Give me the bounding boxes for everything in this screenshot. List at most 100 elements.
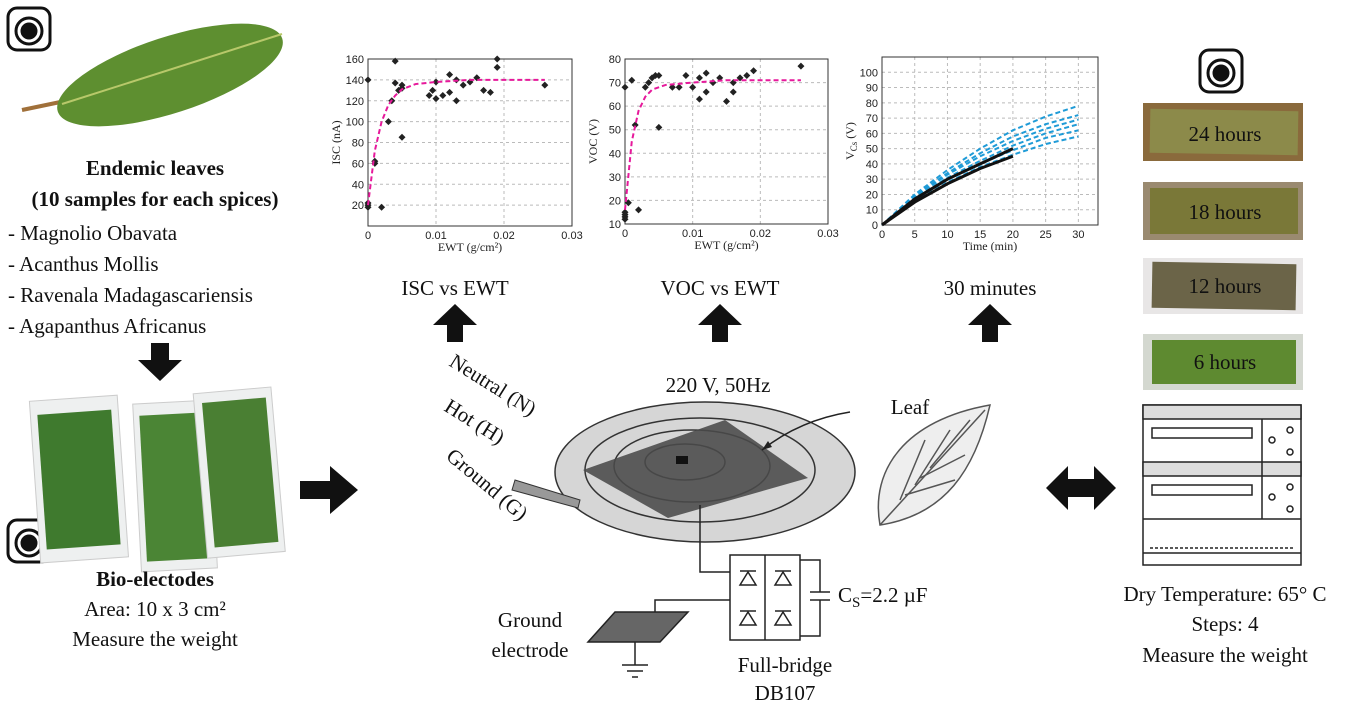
- y-tick-label: 50: [866, 144, 878, 156]
- series-line: [881, 114, 1079, 226]
- x-tick-label: 0.02: [750, 228, 771, 240]
- leaf-photo: [21, 23, 283, 127]
- plot-frame: [367, 58, 573, 227]
- x-tick-label: 20: [1007, 229, 1019, 241]
- x-tick-label: 0: [365, 230, 371, 242]
- x-tick-label: 10: [941, 229, 953, 241]
- data-point: [425, 92, 433, 100]
- data-point: [689, 83, 697, 91]
- y-label-rest: (V): [843, 122, 857, 142]
- electrode-title: Bio-electodes: [96, 567, 214, 591]
- oven: [1142, 404, 1302, 566]
- x-tick-label: 0.01: [425, 230, 446, 242]
- strip-label: 12 hours: [1189, 274, 1262, 298]
- species: - Ravenala Madagascariensis: [8, 283, 253, 307]
- x-axis-label: Time (min): [963, 239, 1018, 253]
- data-point: [750, 67, 758, 75]
- y-tick-label: 100: [860, 67, 878, 79]
- data-point: [398, 133, 406, 141]
- strip-photos: [1143, 103, 1303, 390]
- data-point: [384, 118, 392, 126]
- data-point: [695, 74, 703, 82]
- y-tick-label: 60: [352, 158, 364, 170]
- data-point: [675, 83, 683, 91]
- strip-label: 24 hours: [1189, 122, 1262, 146]
- y-tick-label: 30: [866, 174, 878, 186]
- series-line: [881, 154, 1014, 227]
- data-point: [439, 92, 447, 100]
- coil: [511, 401, 856, 543]
- data-point: [723, 97, 730, 105]
- electrode-note: Measure the weight: [72, 627, 238, 651]
- cap-sub: S: [852, 595, 860, 611]
- chart-caption: 30 minutes: [944, 276, 1037, 300]
- y-label-sub: Cs: [849, 141, 859, 151]
- x-tick-label: 5: [912, 229, 918, 241]
- ground-label: Ground: [498, 608, 563, 632]
- strip-label: 6 hours: [1194, 350, 1256, 374]
- x-tick-label: 0: [622, 228, 628, 240]
- chart-caption: VOC vs EWT: [661, 276, 780, 300]
- y-tick-label: 70: [866, 113, 878, 125]
- chart: 0 0.01 0.02 0.03 20 40 60 80 100 120 140 160 EWT (g/…: [329, 54, 583, 254]
- cap-rest: =2.2 µF: [860, 583, 927, 607]
- y-tick-label: 100: [346, 117, 364, 129]
- data-point: [459, 81, 467, 89]
- camera-icon: [6, 6, 52, 52]
- data-point: [709, 79, 717, 87]
- data-point: [631, 121, 639, 129]
- y-tick-label: 10: [609, 219, 621, 231]
- plot-frame: [881, 56, 1099, 226]
- data-point: [628, 76, 636, 84]
- y-tick-label: 20: [866, 189, 878, 201]
- leaves-title: Endemic leaves: [86, 156, 224, 180]
- ground-label: electrode: [492, 638, 569, 662]
- electrode-area: Area: 10 x 3 cm²: [84, 597, 226, 621]
- series-line: [881, 147, 1014, 227]
- y-label-main: V: [843, 151, 857, 160]
- dry-temperature: Dry Temperature: 65° C: [1123, 582, 1326, 606]
- species: - Agapanthus Africanus: [8, 314, 206, 338]
- chart: 0 0.01 0.02 0.03 10 20 30 40 50 60 70 80 EWT (g/cm²)…: [586, 54, 839, 252]
- data-point: [655, 72, 663, 79]
- y-tick-label: 120: [346, 96, 364, 108]
- data-point: [493, 55, 501, 63]
- data-point: [429, 86, 437, 94]
- y-tick-label: 20: [352, 200, 364, 212]
- data-point: [391, 79, 399, 87]
- dry-note: Measure the weight: [1142, 643, 1308, 667]
- data-point: [743, 72, 751, 79]
- y-tick-label: 80: [609, 54, 621, 66]
- leaf-drawing: [877, 404, 991, 526]
- electrode-photos: [28, 386, 286, 573]
- strip-label: 18 hours: [1189, 200, 1262, 224]
- data-point: [432, 95, 440, 103]
- data-point: [621, 215, 629, 223]
- y-axis-label: ISC (nA): [329, 120, 343, 164]
- data-point: [668, 83, 676, 91]
- y-tick-label: 90: [866, 83, 878, 95]
- bridge-label: DB107: [755, 681, 816, 705]
- x-tick-label: 0.01: [682, 228, 703, 240]
- x-tick-label: 0.03: [817, 228, 838, 240]
- capacitor-label: CS=2.2 µF: [838, 583, 927, 611]
- bridge-label: Full-bridge: [738, 653, 833, 677]
- series-line: [624, 79, 801, 210]
- y-tick-label: 40: [609, 148, 621, 160]
- data-point: [452, 97, 460, 105]
- y-tick-label: 60: [866, 128, 878, 140]
- x-tick-label: 25: [1040, 229, 1052, 241]
- arrows: [138, 304, 1116, 514]
- data-point: [480, 86, 488, 94]
- series-line: [881, 104, 1079, 226]
- y-tick-label: 40: [866, 159, 878, 171]
- data-point: [378, 203, 386, 211]
- data-point: [695, 95, 703, 103]
- x-axis-label: EWT (g/cm²): [694, 238, 758, 252]
- y-axis-label: VOC (V): [586, 119, 600, 164]
- data-point: [635, 206, 643, 214]
- data-point: [486, 88, 494, 96]
- y-tick-label: 10: [866, 205, 878, 217]
